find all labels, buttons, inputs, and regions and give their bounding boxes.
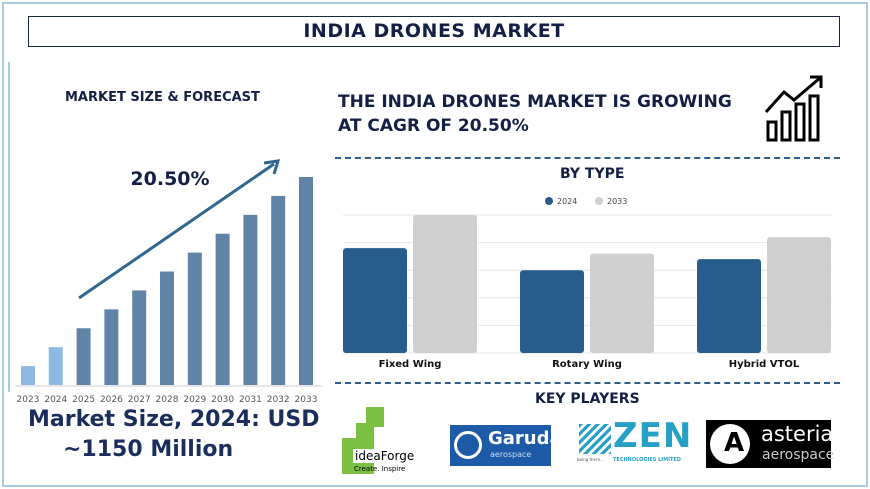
- market-size-line2: ~1150 Million: [63, 437, 234, 462]
- market-size-line1: Market Size, 2024: USD: [28, 407, 320, 432]
- bar-Rotary Wing-2033: [590, 253, 654, 353]
- page-title: INDIA DRONES MARKET: [28, 16, 840, 47]
- bar-2033: [299, 177, 313, 385]
- headline-line1: THE INDIA DRONES MARKET IS GROWING: [338, 92, 732, 112]
- bar-2029: [187, 252, 202, 385]
- bar-Rotary Wing-2024: [520, 270, 584, 353]
- bar-2031: [243, 214, 258, 385]
- tick-label: 2024: [44, 395, 67, 405]
- growth-arrow: [78, 162, 275, 300]
- tick-label: 2033: [295, 395, 318, 405]
- ideaforge-logo: ideaForge Create. Inspire: [338, 405, 438, 475]
- divider: [8, 62, 10, 392]
- legend-label: 2033: [607, 197, 627, 206]
- garuda-logo: Garuda aerospace: [450, 425, 562, 466]
- bar-2028: [160, 271, 174, 385]
- key-players-heading: KEY PLAYERS: [535, 391, 640, 407]
- by-type-heading: BY TYPE: [560, 166, 625, 182]
- tick-label: 2032: [267, 395, 290, 405]
- headline: THE INDIA DRONES MARKET IS GROWING AT CA…: [338, 90, 732, 138]
- tick-label: 2026: [100, 395, 123, 405]
- legend-label: 2024: [557, 197, 577, 206]
- cagr-label: 20.50%: [130, 168, 209, 190]
- category-label: Rotary Wing: [552, 359, 622, 370]
- divider: [335, 382, 840, 384]
- bar-Fixed Wing-2024: [343, 248, 407, 353]
- headline-line2: AT CAGR OF 20.50%: [338, 116, 529, 136]
- tick-label: 2023: [17, 395, 40, 405]
- market-size-chart: 2023 2024 2025 2026 2027 2028 2029 2030 2031 2032…: [15, 159, 322, 405]
- tick-label: 2025: [72, 395, 95, 405]
- bar-2030: [215, 233, 230, 385]
- bar-2027: [132, 290, 147, 385]
- category-label: Hybrid VTOL: [729, 359, 800, 370]
- by-type-chart: 2024 2033 Fixed Wing Rotary Wing Hybrid VTOL: [343, 197, 832, 370]
- legend-marker-2033: [595, 197, 603, 205]
- bar-2026: [104, 309, 119, 385]
- bar-2025: [76, 328, 91, 385]
- bar-2024: [48, 347, 63, 385]
- tick-label: 2028: [156, 395, 179, 405]
- bar-Hybrid VTOL-2033: [767, 237, 831, 353]
- arrow-head: [263, 159, 281, 175]
- bar-2032: [271, 195, 286, 385]
- legend-marker-2024: [545, 197, 553, 205]
- tick-label: 2029: [183, 395, 206, 405]
- market-size-heading: MARKET SIZE & FORECAST: [65, 90, 260, 105]
- zen-logo: ZEN being there... TECHNOLOGIES LIMITED: [577, 416, 693, 463]
- divider: [335, 157, 840, 159]
- bar-Hybrid VTOL-2024: [697, 259, 761, 353]
- tick-label: 2031: [239, 395, 262, 405]
- bar-Fixed Wing-2033: [413, 215, 477, 353]
- category-label: Fixed Wing: [379, 359, 442, 370]
- asteria-logo: A asteria aerospace: [706, 420, 834, 468]
- tick-label: 2030: [211, 395, 234, 405]
- tick-label: 2027: [128, 395, 151, 405]
- bar-2023: [21, 366, 35, 385]
